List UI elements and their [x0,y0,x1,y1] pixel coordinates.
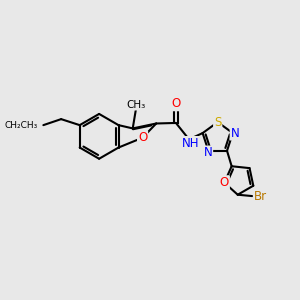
Text: O: O [138,131,147,144]
Text: CH₃: CH₃ [126,100,146,110]
Text: S: S [214,116,221,129]
Text: N: N [203,146,212,160]
Text: Br: Br [254,190,267,202]
Text: O: O [171,97,181,110]
Text: CH₂CH₃: CH₂CH₃ [4,121,37,130]
Text: O: O [220,176,229,189]
Text: NH: NH [182,137,199,150]
Text: N: N [231,127,239,140]
